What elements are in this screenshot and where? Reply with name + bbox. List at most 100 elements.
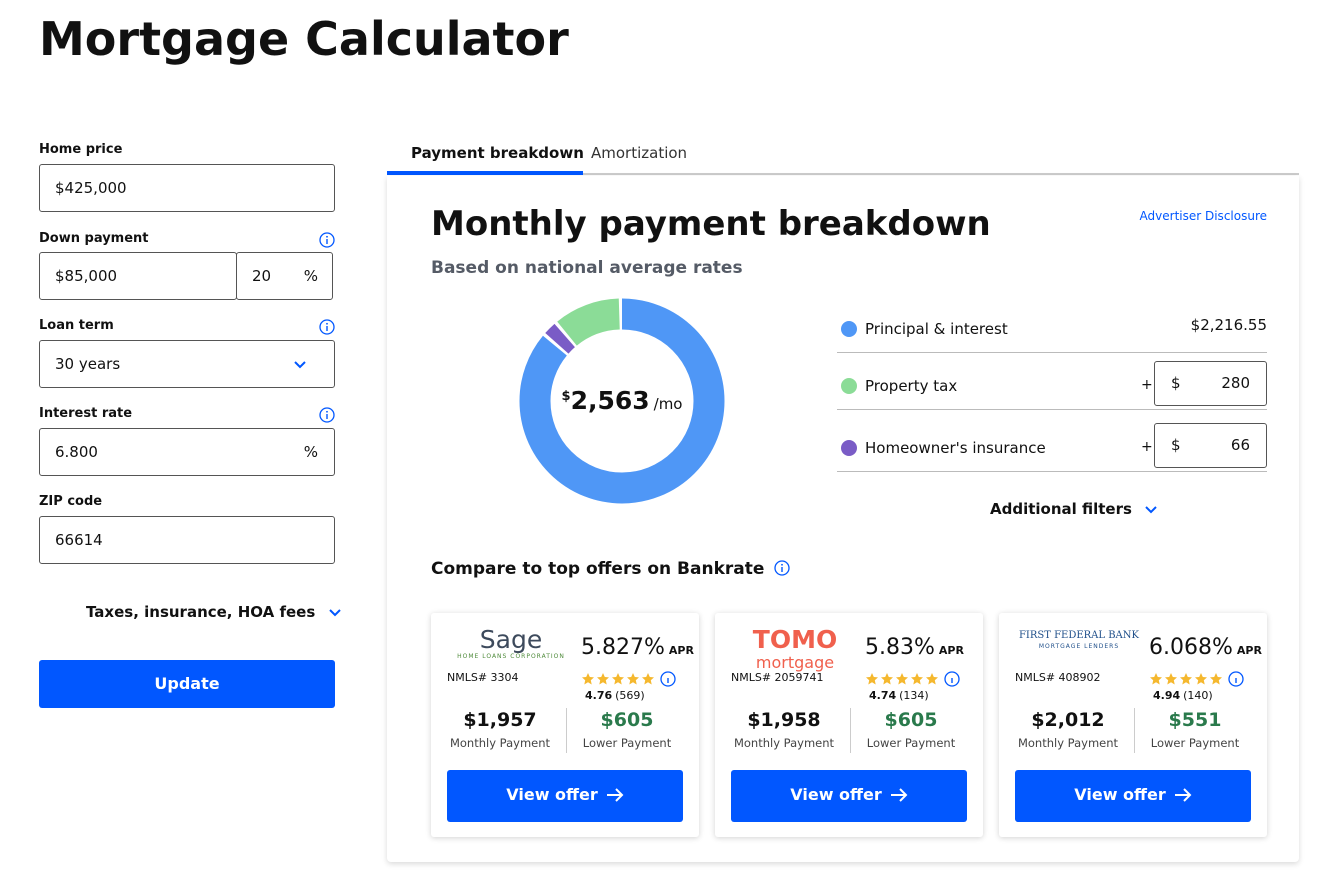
view-offer-button[interactable]: View offer xyxy=(447,770,683,822)
star xyxy=(1210,673,1222,685)
tab[interactable]: Amortization xyxy=(591,144,688,162)
rating-stars xyxy=(866,673,938,685)
lender-sub: MORTGAGE LENDERS xyxy=(1038,643,1120,650)
donut-segment xyxy=(519,298,725,504)
input-unit: % xyxy=(303,267,318,285)
lender-sub: mortgage xyxy=(755,653,835,672)
tab[interactable]: Payment breakdown xyxy=(411,144,584,162)
input[interactable]: 6.800% xyxy=(39,428,335,476)
field-label: Interest rate xyxy=(39,406,133,421)
star xyxy=(1150,673,1162,685)
icon-part xyxy=(667,678,669,683)
icon-part xyxy=(606,788,624,802)
star xyxy=(866,673,878,685)
legend-dot xyxy=(841,440,857,456)
star xyxy=(582,673,594,685)
legend-name: Principal & interest xyxy=(865,320,1008,338)
filters-link[interactable]: Additional filters xyxy=(990,500,1157,518)
info-icon[interactable] xyxy=(1228,671,1244,687)
taxes-link[interactable]: Taxes, insurance, HOA fees xyxy=(86,603,341,621)
link-text: Additional filters xyxy=(990,500,1132,518)
input-value: 20 xyxy=(252,267,272,285)
rating-score: 4.94 xyxy=(1153,689,1181,702)
icon-part xyxy=(326,235,328,238)
update-button[interactable]: Update xyxy=(39,660,335,708)
icon-part xyxy=(944,671,960,687)
chevron xyxy=(1145,506,1157,514)
view-offer-button[interactable]: View offer xyxy=(731,770,967,822)
button-text: View offer xyxy=(790,785,882,804)
arrow-icon xyxy=(606,788,624,802)
divider xyxy=(1134,708,1135,753)
info-icon[interactable] xyxy=(660,671,676,687)
monthly-payment: $1,958 xyxy=(747,709,821,731)
monthly-label: Monthly Payment xyxy=(1017,736,1119,750)
apr-unit: APR xyxy=(1236,644,1262,657)
amount-input[interactable]: $280 xyxy=(1154,361,1267,406)
input-value: 30 years xyxy=(55,355,121,373)
icon-part xyxy=(1228,671,1244,687)
button-text: View offer xyxy=(506,785,598,804)
input[interactable]: 66614 xyxy=(39,516,335,564)
amount-input[interactable]: $66 xyxy=(1154,423,1267,468)
monthly-label: Monthly Payment xyxy=(449,736,551,750)
input[interactable]: $85,000 xyxy=(39,252,237,300)
chevron xyxy=(294,361,306,369)
icon-part xyxy=(326,239,328,244)
total-unit: /mo xyxy=(653,395,683,413)
icon-part xyxy=(660,671,676,687)
link-text: Taxes, insurance, HOA fees xyxy=(86,603,316,621)
info-icon[interactable] xyxy=(774,560,790,576)
disclosure-link[interactable]: Advertiser Disclosure xyxy=(1139,209,1267,223)
nmls: NMLS# 2059741 xyxy=(731,671,824,684)
icon-part xyxy=(319,407,335,423)
input-value: 66 xyxy=(1230,436,1250,454)
apr: 5.83% APR xyxy=(865,635,964,660)
info-icon[interactable] xyxy=(319,232,335,248)
info-icon[interactable] xyxy=(319,407,335,423)
star xyxy=(1180,673,1192,685)
legend-name: Property tax xyxy=(865,377,958,395)
star xyxy=(896,673,908,685)
lender-logo: TOMO mortgage xyxy=(731,625,859,673)
divider xyxy=(850,708,851,753)
button-text: Update xyxy=(154,674,220,693)
breakdown-subtitle: Based on national average rates xyxy=(431,258,743,278)
star xyxy=(597,673,609,685)
input-value: 66614 xyxy=(55,531,103,549)
input-value: 280 xyxy=(1221,374,1250,392)
legend-name: Homeowner's insurance xyxy=(865,439,1046,457)
lower-payment: $605 xyxy=(600,709,654,731)
icon-part xyxy=(319,232,335,248)
icon-part xyxy=(951,678,953,683)
input[interactable]: $425,000 xyxy=(39,164,335,212)
lender-logo: Sage HOME LOANS CORPORATION xyxy=(447,627,575,661)
icon-part xyxy=(890,788,908,802)
arrow-icon xyxy=(1174,788,1192,802)
info-icon[interactable] xyxy=(944,671,960,687)
tab-line xyxy=(387,173,1299,175)
input[interactable]: 20% xyxy=(236,252,333,300)
star xyxy=(612,673,624,685)
legend-dot xyxy=(841,321,857,337)
icon-part xyxy=(1174,788,1192,802)
field-label: Home price xyxy=(39,142,123,157)
star xyxy=(627,673,639,685)
input-unit: % xyxy=(303,443,318,461)
breakdown-title: Monthly payment breakdown xyxy=(431,204,991,244)
select[interactable]: 30 years xyxy=(39,340,335,388)
offer-card: FIRST FEDERAL BANK MORTGAGE LENDERS NMLS# … xyxy=(999,613,1267,837)
donut-chart xyxy=(519,298,725,504)
rating: 4.76 (569) xyxy=(585,689,645,702)
divider xyxy=(566,708,567,753)
total-currency: $ xyxy=(561,389,571,404)
offer-card: TOMO mortgage NMLS# 2059741 5.83% APR 4.74 (13… xyxy=(715,613,983,837)
info-icon[interactable] xyxy=(319,319,335,335)
icon-part xyxy=(326,322,328,325)
lender-name: TOMO xyxy=(752,625,838,654)
view-offer-button[interactable]: View offer xyxy=(1015,770,1251,822)
donut-total: $2,563/mo xyxy=(530,386,714,415)
apr-rate: 6.068% xyxy=(1149,635,1233,660)
field-label: Loan term xyxy=(39,318,114,333)
